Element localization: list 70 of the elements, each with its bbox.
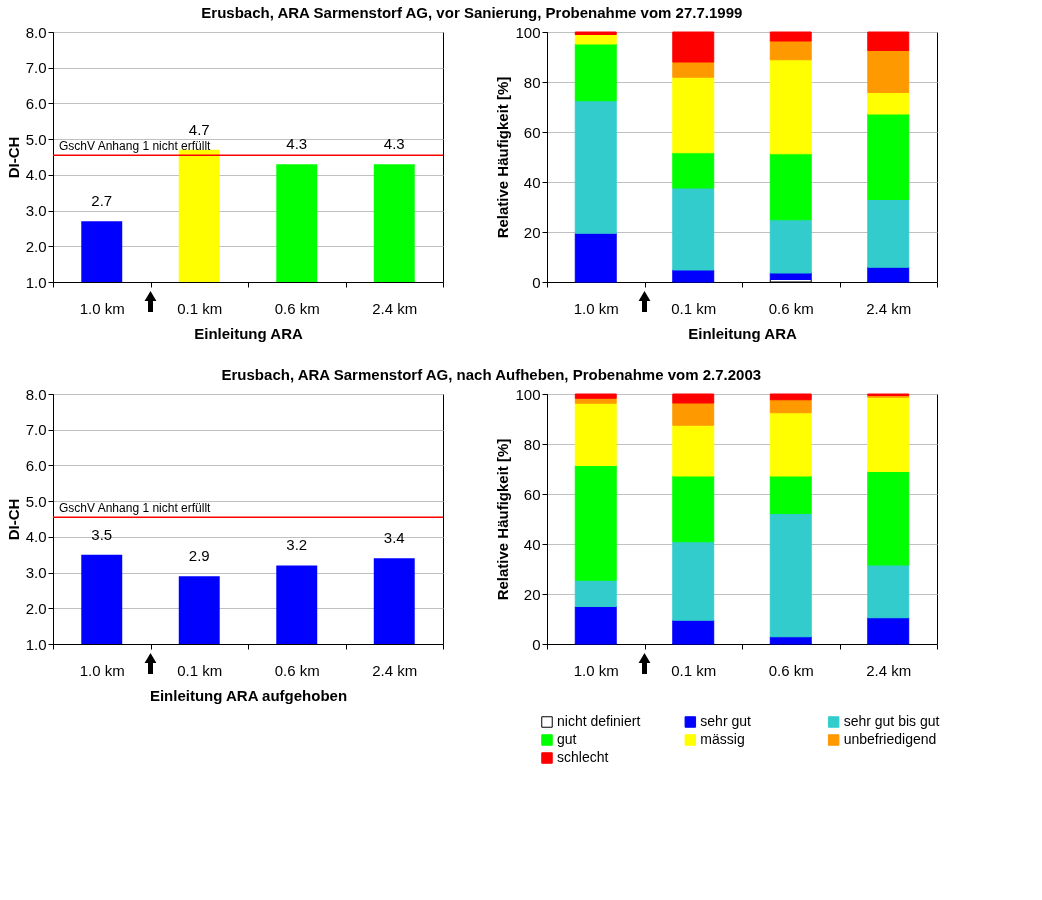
data-label: 2.7 bbox=[91, 192, 113, 210]
y-tick-label: 80 bbox=[523, 435, 541, 453]
x-tick-label: 2.4 km bbox=[866, 299, 912, 317]
y-tick-label: 6.0 bbox=[25, 94, 47, 112]
x-tick-label: 0.6 km bbox=[274, 299, 320, 317]
x-tick-label: 1.0 km bbox=[79, 661, 125, 679]
x-axis-title: Einleitung ARA bbox=[688, 324, 797, 342]
x-tick-label: 1.0 km bbox=[573, 299, 619, 317]
x-tick-label: 1.0 km bbox=[573, 661, 619, 679]
y-tick-label: 20 bbox=[523, 223, 541, 241]
x-axis-title: Einleitung ARA aufgehoben bbox=[149, 686, 348, 704]
data-label: 4.7 bbox=[188, 120, 210, 138]
y-tick-label: 80 bbox=[523, 73, 541, 91]
x-tick-label: 1.0 km bbox=[79, 299, 125, 317]
data-label: 2.9 bbox=[188, 547, 210, 565]
data-label: 4.3 bbox=[286, 135, 308, 153]
y-tick-label: 5.0 bbox=[25, 492, 47, 510]
y-tick-label: 4.0 bbox=[25, 166, 47, 184]
x-tick-label: 2.4 km bbox=[372, 661, 418, 679]
y-tick-label: 40 bbox=[523, 535, 541, 553]
y-tick-label: 8.0 bbox=[25, 385, 47, 403]
y-tick-label: 7.0 bbox=[25, 59, 47, 77]
ref-line-label: GschV Anhang 1 nicht erfüllt bbox=[59, 501, 212, 516]
legend-label: gut bbox=[557, 731, 577, 747]
x-tick-label: 0.1 km bbox=[671, 661, 717, 679]
x-tick-label: 0.1 km bbox=[671, 299, 717, 317]
legend-label: nicht definiert bbox=[557, 713, 641, 729]
y-axis-title: Relative Häufigkeit [%] bbox=[494, 76, 512, 239]
ref-line-label: GschV Anhang 1 nicht erfüllt bbox=[59, 139, 212, 154]
x-tick-label: 0.1 km bbox=[177, 661, 223, 679]
y-tick-label: 3.0 bbox=[25, 564, 47, 582]
y-tick-label: 40 bbox=[523, 173, 541, 191]
y-tick-label: 6.0 bbox=[25, 456, 47, 474]
text: Erusbach, ARA Sarmenstorf AG, nach Aufheben, Probenahme vom 2.7.2003 bbox=[221, 365, 762, 383]
y-tick-label: 100 bbox=[515, 23, 541, 41]
x-tick-label: 0.1 km bbox=[177, 299, 223, 317]
y-tick-label: 5.0 bbox=[25, 130, 47, 148]
data-label: 3.2 bbox=[286, 536, 308, 554]
legend-label: sehr gut bbox=[700, 713, 752, 729]
y-tick-label: 8.0 bbox=[25, 23, 47, 41]
legend-label: unbefriedigend bbox=[843, 731, 937, 747]
y-tick-label: 2.0 bbox=[25, 237, 47, 255]
legend-label: sehr gut bis gut bbox=[843, 713, 940, 729]
x-tick-label: 0.6 km bbox=[768, 661, 814, 679]
y-axis-title: DI-CH bbox=[4, 136, 22, 179]
y-tick-label: 3.0 bbox=[25, 202, 47, 220]
y-tick-label: 1.0 bbox=[25, 273, 47, 291]
y-tick-label: 20 bbox=[523, 585, 541, 603]
x-tick-label: 2.4 km bbox=[866, 661, 912, 679]
x-axis-title: Einleitung ARA bbox=[194, 324, 303, 342]
y-tick-label: 0 bbox=[532, 635, 541, 653]
y-tick-label: 100 bbox=[515, 385, 541, 403]
chart-title: Erusbach, ARA Sarmenstorf AG, vor Sanierung, Probenahme vom 27.7.1999 bbox=[201, 3, 743, 21]
y-tick-label: 1.0 bbox=[25, 635, 47, 653]
x-tick-label: 0.6 km bbox=[768, 299, 814, 317]
y-tick-label: 60 bbox=[523, 123, 541, 141]
y-tick-label: 4.0 bbox=[25, 528, 47, 546]
legend-label: schlecht bbox=[557, 749, 609, 765]
y-tick-label: 0 bbox=[532, 273, 541, 291]
y-tick-label: 2.0 bbox=[25, 599, 47, 617]
legend-label: mässig bbox=[700, 731, 745, 747]
data-label: 3.5 bbox=[91, 525, 113, 543]
y-axis-title: DI-CH bbox=[4, 498, 22, 541]
x-tick-label: 2.4 km bbox=[372, 299, 418, 317]
y-tick-label: 7.0 bbox=[25, 421, 47, 439]
data-label: 3.4 bbox=[383, 529, 405, 547]
y-axis-title: Relative Häufigkeit [%] bbox=[494, 438, 512, 601]
y-tick-label: 60 bbox=[523, 485, 541, 503]
data-label: 4.3 bbox=[383, 135, 405, 153]
x-tick-label: 0.6 km bbox=[274, 661, 320, 679]
